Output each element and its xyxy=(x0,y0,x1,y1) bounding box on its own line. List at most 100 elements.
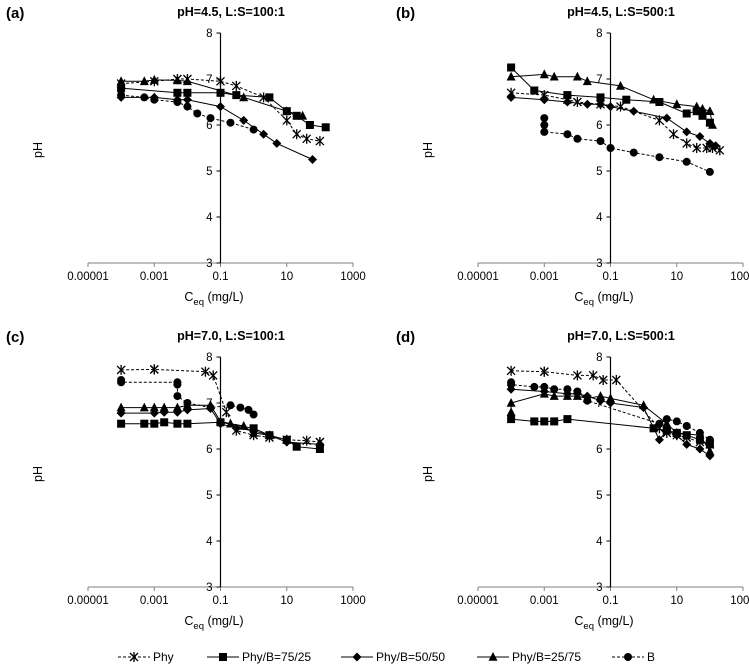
x-axis-label: Ceq (mg/L) xyxy=(184,614,243,632)
chart-panel-3: (c) pH=7.0, L:S=100:1 0.00001 0.001 0.1 10 100… xyxy=(6,329,366,632)
series-1 xyxy=(506,87,725,156)
legend-item: Phy/B=25/75 xyxy=(477,650,581,664)
y-axis-label: pH xyxy=(421,142,435,158)
panel-label: (a) xyxy=(6,5,24,22)
series-4 xyxy=(506,388,715,456)
legend-label: Phy xyxy=(153,650,174,664)
x-axis-label: Ceq (mg/L) xyxy=(184,290,243,308)
data-point xyxy=(206,403,215,412)
panel-title: pH=4.5, L:S=500:1 xyxy=(567,5,675,19)
data-point xyxy=(249,125,258,134)
legend: Phy Phy/B=75/25 Phy/B=50/50 Phy/B=25/75 B xyxy=(118,650,655,664)
data-point xyxy=(149,74,159,84)
data-point xyxy=(606,144,615,152)
data-point xyxy=(539,95,549,105)
data-point xyxy=(292,442,301,451)
legend-marker xyxy=(352,652,362,662)
data-point xyxy=(582,99,592,109)
series-4 xyxy=(506,69,717,129)
data-point xyxy=(226,401,235,410)
y-tick-label: 3 xyxy=(596,582,602,594)
data-point xyxy=(596,391,605,400)
data-point xyxy=(206,114,215,123)
series-5 xyxy=(507,378,714,444)
data-point xyxy=(140,93,149,102)
data-point xyxy=(655,419,664,428)
data-point xyxy=(606,102,615,112)
data-point xyxy=(506,92,516,102)
data-point xyxy=(183,419,192,428)
x-tick-label: 0.00001 xyxy=(67,271,109,283)
series-5 xyxy=(117,376,258,419)
data-point xyxy=(305,121,314,129)
y-tick-label: 7 xyxy=(206,74,212,86)
series-3 xyxy=(116,92,317,164)
y-tick-label: 5 xyxy=(596,490,602,502)
x-tick-label: 0.00001 xyxy=(457,271,499,283)
legend-item: Phy/B=50/50 xyxy=(341,650,445,664)
data-point xyxy=(139,402,149,412)
legend-item: B xyxy=(612,650,655,664)
panel-label: (d) xyxy=(396,329,415,346)
series-2 xyxy=(507,63,714,127)
panel-title: pH=7.0, L:S=100:1 xyxy=(177,329,285,343)
data-point xyxy=(149,402,159,412)
y-tick-label: 3 xyxy=(596,258,602,270)
data-point xyxy=(259,129,269,139)
data-point xyxy=(695,428,704,437)
data-point xyxy=(159,402,169,412)
legend-item: Phy/B=75/25 xyxy=(207,650,311,664)
data-point xyxy=(183,399,192,407)
data-point xyxy=(302,133,312,145)
data-point xyxy=(572,369,583,382)
x-tick-label: 1000 xyxy=(340,595,366,607)
data-point xyxy=(265,93,274,102)
data-point xyxy=(183,102,192,111)
data-point xyxy=(540,382,549,391)
data-point xyxy=(239,115,249,125)
x-tick-label: 10 xyxy=(280,271,293,283)
x-tick-label: 0.001 xyxy=(140,595,169,607)
x-tick-label: 0.1 xyxy=(603,595,619,607)
data-point xyxy=(173,380,182,389)
panel-label: (c) xyxy=(6,329,24,346)
data-point xyxy=(582,76,592,86)
x-tick-label: 0.001 xyxy=(530,595,559,607)
data-point xyxy=(117,378,126,387)
x-tick-label: 10 xyxy=(670,271,683,283)
series-line xyxy=(511,96,716,147)
data-point xyxy=(705,435,714,444)
data-point xyxy=(231,80,241,92)
y-tick-label: 6 xyxy=(206,444,212,456)
data-point xyxy=(563,385,572,394)
data-point xyxy=(563,415,572,424)
x-tick-label: 0.001 xyxy=(140,271,169,283)
series-5 xyxy=(117,91,258,134)
legend-label: Phy/B=50/50 xyxy=(376,650,445,664)
legend-marker xyxy=(488,652,498,661)
chart-panel-1: (a) pH=4.5, L:S=100:1 0.00001 0.001 0.1 10 100… xyxy=(6,5,366,308)
data-point xyxy=(662,113,672,123)
series-3 xyxy=(506,92,721,151)
series-4 xyxy=(116,74,308,120)
chart-panel-4: (d) pH=7.0, L:S=500:1 0.00001 0.001 0.1 10 100… xyxy=(396,329,749,632)
data-point xyxy=(507,380,516,389)
y-tick-label: 3 xyxy=(206,582,212,594)
y-axis-label: pH xyxy=(31,466,45,482)
legend-item: Phy xyxy=(118,650,174,664)
data-point xyxy=(150,419,159,428)
data-point xyxy=(116,402,126,412)
x-tick-label: 0.1 xyxy=(603,271,619,283)
data-point xyxy=(506,407,516,416)
data-point xyxy=(572,71,582,81)
series-4 xyxy=(116,400,274,439)
data-point xyxy=(540,127,549,136)
y-tick-label: 4 xyxy=(206,212,213,224)
data-point xyxy=(573,387,582,396)
data-point xyxy=(539,69,549,79)
data-point xyxy=(629,148,638,157)
panel-title: pH=4.5, L:S=100:1 xyxy=(177,5,285,19)
x-tick-label: 1000 xyxy=(340,271,366,283)
data-point xyxy=(682,137,692,150)
